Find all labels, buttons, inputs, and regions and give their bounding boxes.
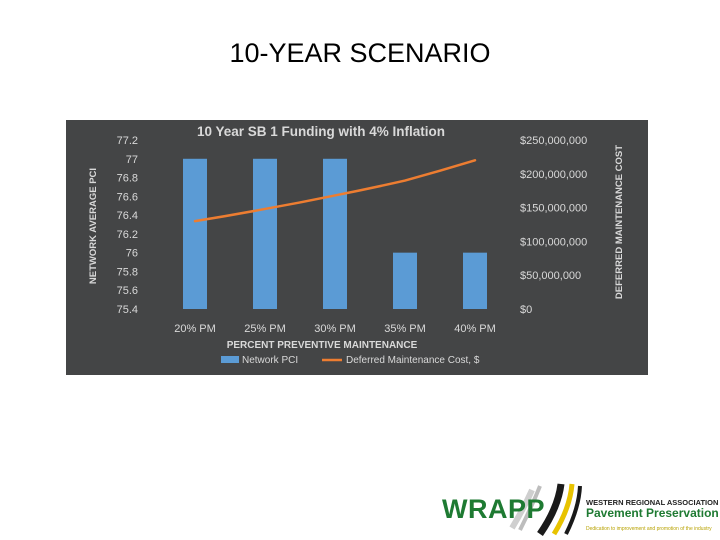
bar-35-pm: [393, 252, 417, 309]
y-tick-label: 76.4: [117, 210, 138, 222]
y-axis-label: NETWORK AVERAGE PCI: [88, 168, 99, 284]
slide-title: 10-YEAR SCENARIO: [229, 38, 491, 68]
legend-label-deferred-cost: Deferred Maintenance Cost, $: [346, 355, 480, 366]
y-tick-label: 75.4: [117, 304, 138, 316]
chart: 10 Year SB 1 Funding with 4% Inflation N…: [88, 124, 625, 366]
y2-axis-label: DEFERRED MAINTENANCE COST: [614, 145, 625, 299]
y-tick-label: 77: [126, 154, 138, 166]
legend-label-network-pci: Network PCI: [242, 355, 298, 366]
y2-tick-label: $200,000,000: [520, 169, 587, 181]
bar-20-pm: [183, 158, 207, 309]
y2-tick-label: $250,000,000: [520, 135, 587, 147]
road-swoosh-icon: [509, 483, 582, 536]
y-tick-label: 76.8: [117, 173, 138, 185]
y2-tick-label: $0: [520, 304, 532, 316]
logo-org-name: Pavement Preservation: [586, 506, 719, 520]
logo-tagline: Dedication to improvement and promotion …: [586, 526, 712, 532]
x-tick-label: 25% PM: [244, 323, 286, 335]
x-tick-label: 30% PM: [314, 323, 356, 335]
y-tick-label: 77.2: [117, 135, 138, 147]
chart-panel: 10 Year SB 1 Funding with 4% Inflation N…: [66, 120, 648, 375]
y2-tick-label: $150,000,000: [520, 203, 587, 215]
bar-30-pm: [323, 158, 347, 309]
x-axis-label: PERCENT PREVENTIVE MAINTENANCE: [227, 340, 418, 351]
y2-tick-label: $100,000,000: [520, 236, 587, 248]
bar-25-pm: [253, 158, 277, 309]
line-deferred-maintenance-cost: [193, 159, 477, 223]
x-tick-label: 35% PM: [384, 323, 426, 335]
x-tick-label: 20% PM: [174, 323, 216, 335]
y-tick-label: 76.2: [117, 229, 138, 241]
wrapp-logo: WRAPP WESTERN REGIONAL ASSOCIATION for P…: [440, 478, 720, 540]
y-tick-label: 76: [126, 248, 138, 260]
y-tick-label: 75.8: [117, 266, 138, 278]
chart-title: 10 Year SB 1 Funding with 4% Inflation: [197, 124, 445, 139]
bar-40-pm: [463, 252, 487, 309]
legend-swatch-network-pci: [221, 356, 239, 363]
y2-tick-label: $50,000,000: [520, 270, 581, 282]
x-tick-label: 40% PM: [454, 323, 496, 335]
logo-org-line: WESTERN REGIONAL ASSOCIATION for: [586, 498, 720, 507]
y-tick-label: 75.6: [117, 285, 138, 297]
y-tick-label: 76.6: [117, 191, 138, 203]
logo-wordmark: WRAPP: [442, 494, 545, 524]
